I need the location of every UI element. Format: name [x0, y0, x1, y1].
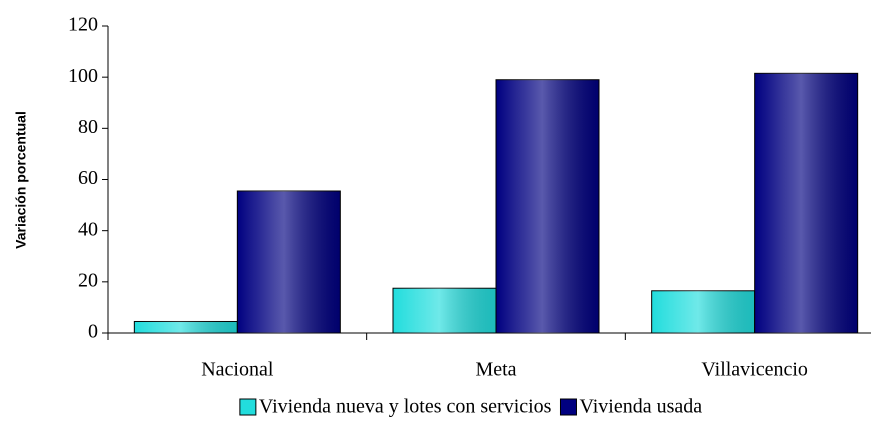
y-tick-label: 60: [78, 167, 98, 189]
bar-shine: [754, 73, 858, 334]
x-tick-label: Meta: [475, 359, 516, 381]
legend-swatch: [239, 398, 257, 416]
bar-shine: [496, 79, 599, 333]
x-tick-label: Villavicencio: [701, 359, 808, 381]
bar-shine: [237, 191, 341, 333]
x-tick-label: Nacional: [201, 359, 274, 381]
bar-shine: [651, 290, 755, 333]
y-tick-label: 120: [68, 14, 98, 36]
bar-shine: [393, 288, 496, 333]
y-tick-label: 20: [78, 269, 98, 291]
y-tick-label: 80: [78, 116, 98, 138]
bar-shine: [134, 321, 238, 333]
y-tick-label: 0: [88, 321, 98, 343]
legend-label: Vivienda usada: [579, 396, 702, 418]
legend-swatch: [559, 398, 577, 416]
legend-label: Vivienda nueva y lotes con servicios: [259, 396, 552, 418]
y-tick-label: 100: [68, 65, 98, 87]
y-tick-label: 40: [78, 218, 98, 240]
y-axis-label: Variación porcentual: [13, 111, 29, 249]
